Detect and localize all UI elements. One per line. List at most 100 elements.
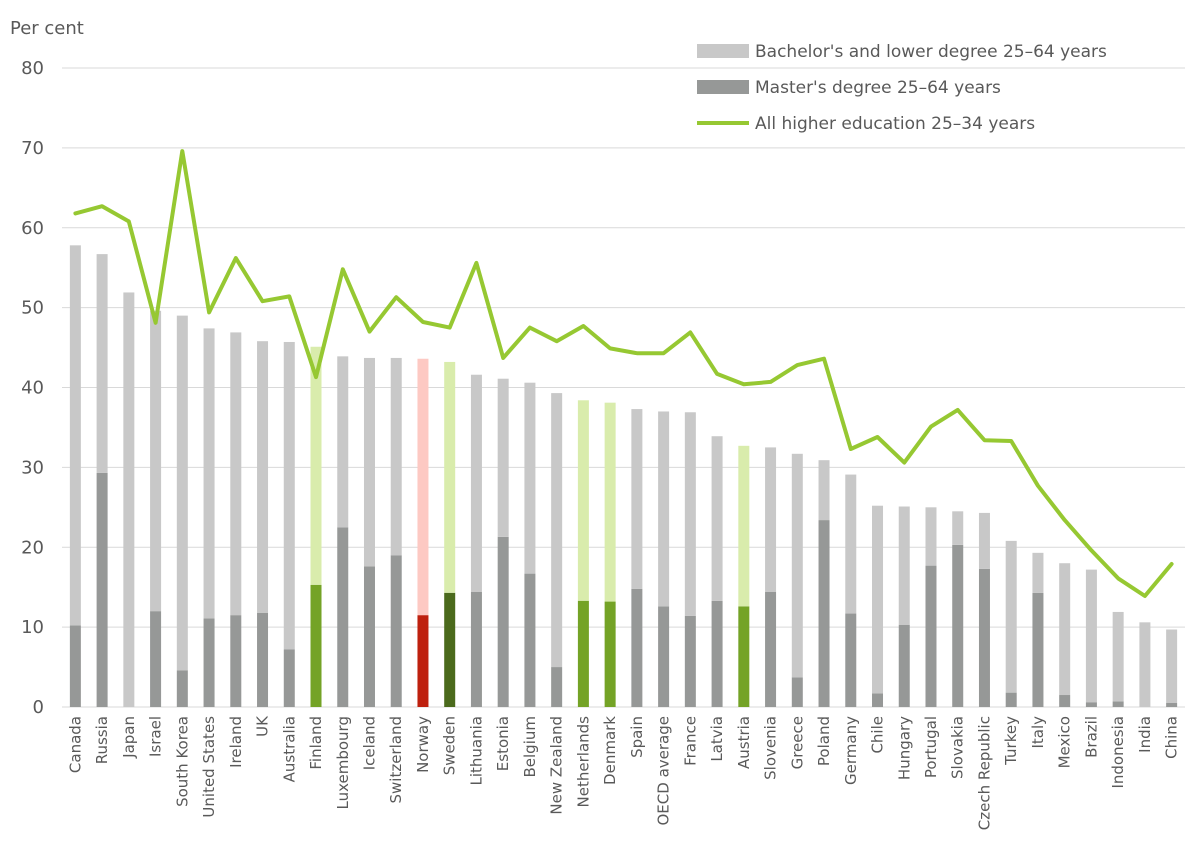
x-tick-label: Denmark — [601, 716, 619, 785]
x-tick-label: Lithuania — [467, 716, 485, 785]
bar-master-18 — [551, 667, 563, 707]
bar-bachelor-37 — [1059, 563, 1071, 696]
x-tick-label: Sweden — [441, 716, 459, 775]
line-series — [73, 149, 1174, 598]
bar-master-34 — [978, 568, 990, 707]
y-tick-label: 20 — [21, 537, 44, 558]
x-tick-label: Greece — [788, 716, 806, 769]
bar-master-0 — [69, 625, 81, 707]
bar-master-37 — [1059, 695, 1071, 707]
x-tick-label: Israel — [147, 716, 165, 757]
bar-master-27 — [791, 677, 803, 707]
x-tick-label: Poland — [815, 716, 833, 766]
bar-master-4 — [176, 670, 188, 707]
bar-bachelor-36 — [1032, 552, 1044, 593]
bar-master-36 — [1032, 592, 1044, 707]
x-axis-ticks: Canada Russia Japan Israel South Korea United… — [66, 715, 1180, 830]
legend-label-0: Bachelor's and lower degree 25–64 years — [755, 42, 1107, 62]
y-tick-label: 10 — [21, 617, 44, 638]
bar-master-22 — [658, 606, 670, 707]
x-tick-label: China — [1163, 716, 1181, 759]
bar-bachelor-12 — [390, 357, 402, 556]
x-tick-label: United States — [200, 716, 218, 818]
x-tick-label: Austria — [735, 716, 753, 769]
x-tick-label: Estonia — [494, 716, 512, 771]
x-tick-label: Ireland — [227, 716, 245, 768]
bar-master-26 — [765, 591, 777, 707]
bar-bachelor-34 — [978, 512, 990, 569]
x-tick-label: Norway — [414, 716, 432, 773]
bar-master-16 — [497, 536, 509, 707]
x-tick-label: Latvia — [708, 716, 726, 762]
x-tick-label: UK — [254, 715, 272, 737]
bar-master-10 — [337, 527, 349, 707]
bar-bachelor-21 — [631, 409, 643, 589]
bar-master-6 — [230, 615, 242, 707]
x-tick-label: Slovakia — [949, 716, 967, 779]
bar-master-39 — [1112, 701, 1124, 707]
x-tick-label: Portugal — [922, 716, 940, 778]
x-tick-label: Hungary — [895, 716, 913, 780]
bar-master-33 — [952, 544, 964, 707]
bar-bachelor-23 — [684, 412, 696, 616]
bar-bachelor-28 — [818, 460, 830, 521]
bar-master-30 — [872, 693, 884, 707]
bar-bachelor-15 — [470, 374, 482, 592]
x-tick-label: Australia — [280, 716, 298, 782]
y-tick-label: 50 — [21, 298, 44, 319]
y-tick-label: 60 — [21, 218, 44, 239]
x-tick-label: Czech Republic — [975, 716, 993, 830]
y-tick-label: 70 — [21, 138, 44, 159]
x-tick-label: Mexico — [1056, 716, 1074, 768]
bar-bachelor-13 — [417, 358, 429, 616]
bar-master-11 — [363, 566, 375, 707]
bar-master-29 — [845, 613, 857, 707]
line-all-higher-education — [73, 149, 1174, 598]
bar-master-9 — [310, 584, 322, 707]
bar-bachelor-24 — [711, 436, 723, 601]
bar-bachelor-3 — [150, 310, 162, 612]
x-tick-label: OECD average — [655, 716, 673, 825]
x-tick-label: Iceland — [360, 716, 378, 770]
bar-master-7 — [257, 612, 269, 707]
y-tick-label: 40 — [21, 378, 44, 399]
bar-master-25 — [738, 606, 750, 707]
bar-bachelor-8 — [283, 341, 295, 650]
bar-bachelor-19 — [577, 400, 589, 601]
bar-master-31 — [898, 624, 910, 707]
x-tick-label: Belgium — [521, 716, 539, 778]
bar-bachelor-38 — [1085, 569, 1097, 703]
bar-bachelor-39 — [1112, 611, 1124, 702]
x-tick-label: Chile — [869, 716, 887, 754]
bar-bachelor-20 — [604, 402, 616, 602]
bar-bachelor-4 — [176, 315, 188, 671]
x-tick-label: Japan — [120, 716, 138, 759]
bar-master-1 — [96, 472, 108, 707]
bar-master-17 — [524, 573, 536, 707]
bar-bachelor-33 — [952, 511, 964, 545]
gridlines — [62, 67, 1185, 708]
bar-bachelor-18 — [551, 393, 563, 668]
bar-bachelor-31 — [898, 506, 910, 625]
bar-bachelor-30 — [872, 505, 884, 694]
bar-bachelor-11 — [363, 357, 375, 567]
bars — [69, 245, 1178, 707]
bar-bachelor-0 — [69, 245, 81, 626]
bar-master-13 — [417, 615, 429, 707]
bar-bachelor-32 — [925, 507, 937, 566]
bar-bachelor-16 — [497, 378, 509, 537]
bar-bachelor-26 — [765, 447, 777, 592]
bar-bachelor-17 — [524, 382, 536, 574]
bar-master-3 — [150, 611, 162, 707]
x-tick-label: Spain — [628, 716, 646, 758]
bar-bachelor-7 — [257, 341, 269, 613]
y-tick-label: 30 — [21, 457, 44, 478]
x-tick-label: India — [1136, 716, 1154, 753]
x-tick-label: Brazil — [1082, 716, 1100, 758]
bar-bachelor-22 — [658, 411, 670, 607]
legend-swatch-0 — [697, 44, 749, 58]
bar-bachelor-1 — [96, 254, 108, 473]
bar-bachelor-6 — [230, 332, 242, 616]
bar-master-24 — [711, 600, 723, 707]
